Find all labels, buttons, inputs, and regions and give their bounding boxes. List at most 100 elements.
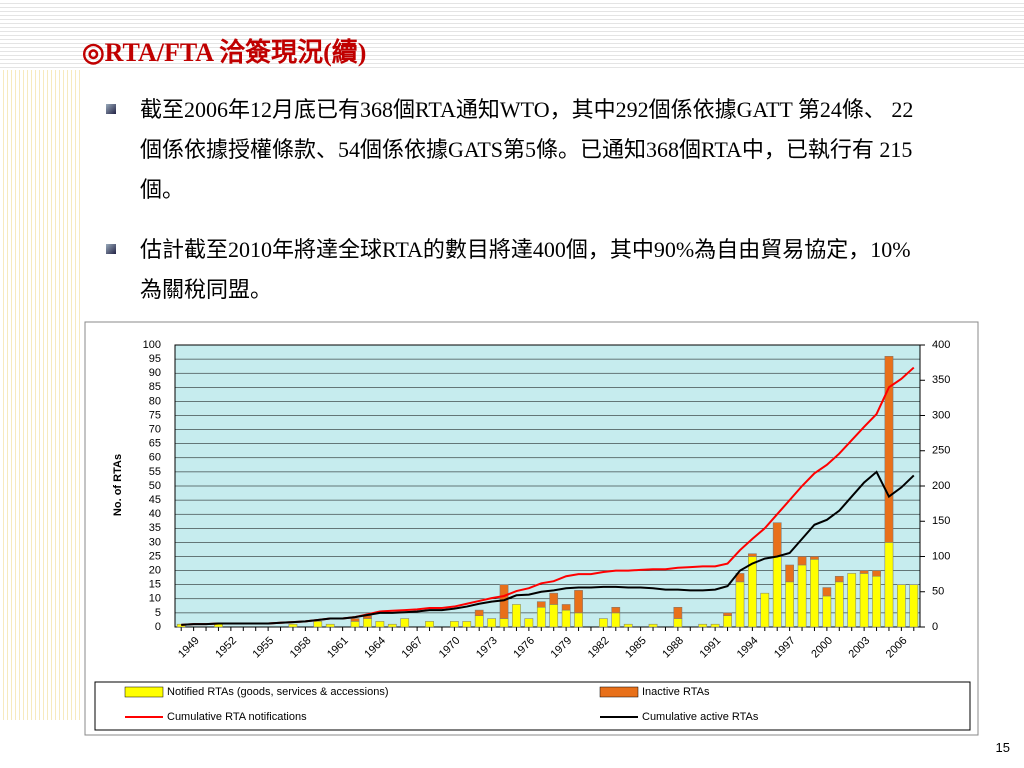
bar <box>797 556 807 566</box>
legend-box <box>94 681 971 731</box>
bar <box>723 615 732 628</box>
bar <box>822 587 832 597</box>
y-tick-label: 85 <box>149 381 161 393</box>
bar <box>884 542 894 628</box>
y2-tick-label: 250 <box>932 445 950 457</box>
y-tick-label: 60 <box>149 452 161 464</box>
y-tick-label: 75 <box>149 409 161 421</box>
bar <box>834 581 844 628</box>
bar <box>462 621 472 628</box>
y-axis-label: No. of RTAs <box>112 454 124 516</box>
bar <box>387 623 397 628</box>
bar <box>574 590 583 614</box>
y2-tick-label: 200 <box>932 480 950 492</box>
y-tick-label: 20 <box>149 565 161 577</box>
page-number: 15 <box>995 740 1010 755</box>
y2-tick-label: 350 <box>932 374 950 386</box>
bar <box>847 573 857 628</box>
bar <box>872 570 881 577</box>
bar <box>611 612 621 628</box>
bar <box>549 592 559 605</box>
bar <box>797 564 807 628</box>
y-tick-label: 100 <box>143 339 161 351</box>
bar <box>549 604 559 628</box>
y-tick-label: 95 <box>149 353 161 365</box>
bar <box>897 584 906 628</box>
bar <box>499 618 509 628</box>
bar <box>748 556 757 628</box>
bar <box>450 621 459 628</box>
bar <box>425 621 434 628</box>
bar <box>648 623 658 628</box>
y-tick-label: 30 <box>149 536 161 548</box>
bullet: 估計截至2010年將達全球RTA的數目將達400個，其中90%為自由貿易協定，1… <box>106 230 930 310</box>
y-tick-label: 50 <box>149 480 161 492</box>
bar <box>723 612 732 616</box>
bar <box>772 522 782 557</box>
legend-swatch <box>599 686 639 698</box>
bar <box>884 356 894 543</box>
bullet: 截至2006年12月底已有368個RTA通知WTO，其中292個係依據GATT … <box>106 90 930 210</box>
bar <box>735 581 745 628</box>
bar <box>536 607 546 628</box>
y-tick-label: 35 <box>149 522 161 534</box>
bar <box>574 612 583 628</box>
y-tick-label: 5 <box>155 607 161 619</box>
bar <box>785 581 794 628</box>
bar <box>512 604 521 628</box>
y2-tick-label: 50 <box>932 586 944 598</box>
y-tick-label: 80 <box>149 395 161 407</box>
y-tick-label: 45 <box>149 494 161 506</box>
bar <box>673 607 683 619</box>
bar <box>673 618 683 628</box>
y-tick-label: 10 <box>149 593 161 605</box>
y2-tick-label: 400 <box>932 339 950 351</box>
legend-label: Inactive RTAs <box>642 686 710 698</box>
legend-label: Notified RTAs (goods, services & accessi… <box>167 686 389 698</box>
bar <box>698 623 708 628</box>
legend-label: Cumulative RTA notifications <box>167 711 307 723</box>
y-tick-label: 70 <box>149 424 161 436</box>
y2-tick-label: 100 <box>932 550 950 562</box>
bar <box>474 615 484 628</box>
bar <box>313 621 323 628</box>
y2-tick-label: 0 <box>932 621 938 633</box>
slide-title: ◎RTA/FTA 洽簽現況(續) <box>82 38 367 67</box>
bar <box>561 609 571 628</box>
bar <box>611 607 621 614</box>
bar <box>772 556 782 628</box>
bar <box>350 621 360 628</box>
bar <box>499 584 509 619</box>
legend-swatch <box>124 686 164 698</box>
bar <box>325 623 335 628</box>
bar <box>834 575 844 583</box>
y-tick-label: 15 <box>149 579 161 591</box>
bar <box>822 595 832 628</box>
bar <box>710 623 720 628</box>
y-tick-label: 40 <box>149 508 161 520</box>
bar <box>536 601 546 608</box>
line-series <box>181 470 915 626</box>
bar <box>350 618 360 622</box>
bar <box>599 618 608 628</box>
bar <box>760 592 770 628</box>
header-stripes <box>0 0 1024 70</box>
y-tick-label: 0 <box>155 621 161 633</box>
bar <box>487 618 496 628</box>
y2-tick-label: 150 <box>932 515 950 527</box>
bar <box>474 609 484 616</box>
bar <box>909 584 919 628</box>
y-tick-label: 25 <box>149 550 161 562</box>
legend-label: Cumulative active RTAs <box>642 711 759 723</box>
bar <box>524 618 534 628</box>
y-tick-label: 90 <box>149 367 161 379</box>
bar <box>859 573 869 628</box>
bar <box>400 618 410 628</box>
bar <box>735 573 745 583</box>
bar <box>810 556 819 560</box>
bar <box>363 618 372 628</box>
bar <box>859 570 869 574</box>
bar <box>810 559 819 628</box>
